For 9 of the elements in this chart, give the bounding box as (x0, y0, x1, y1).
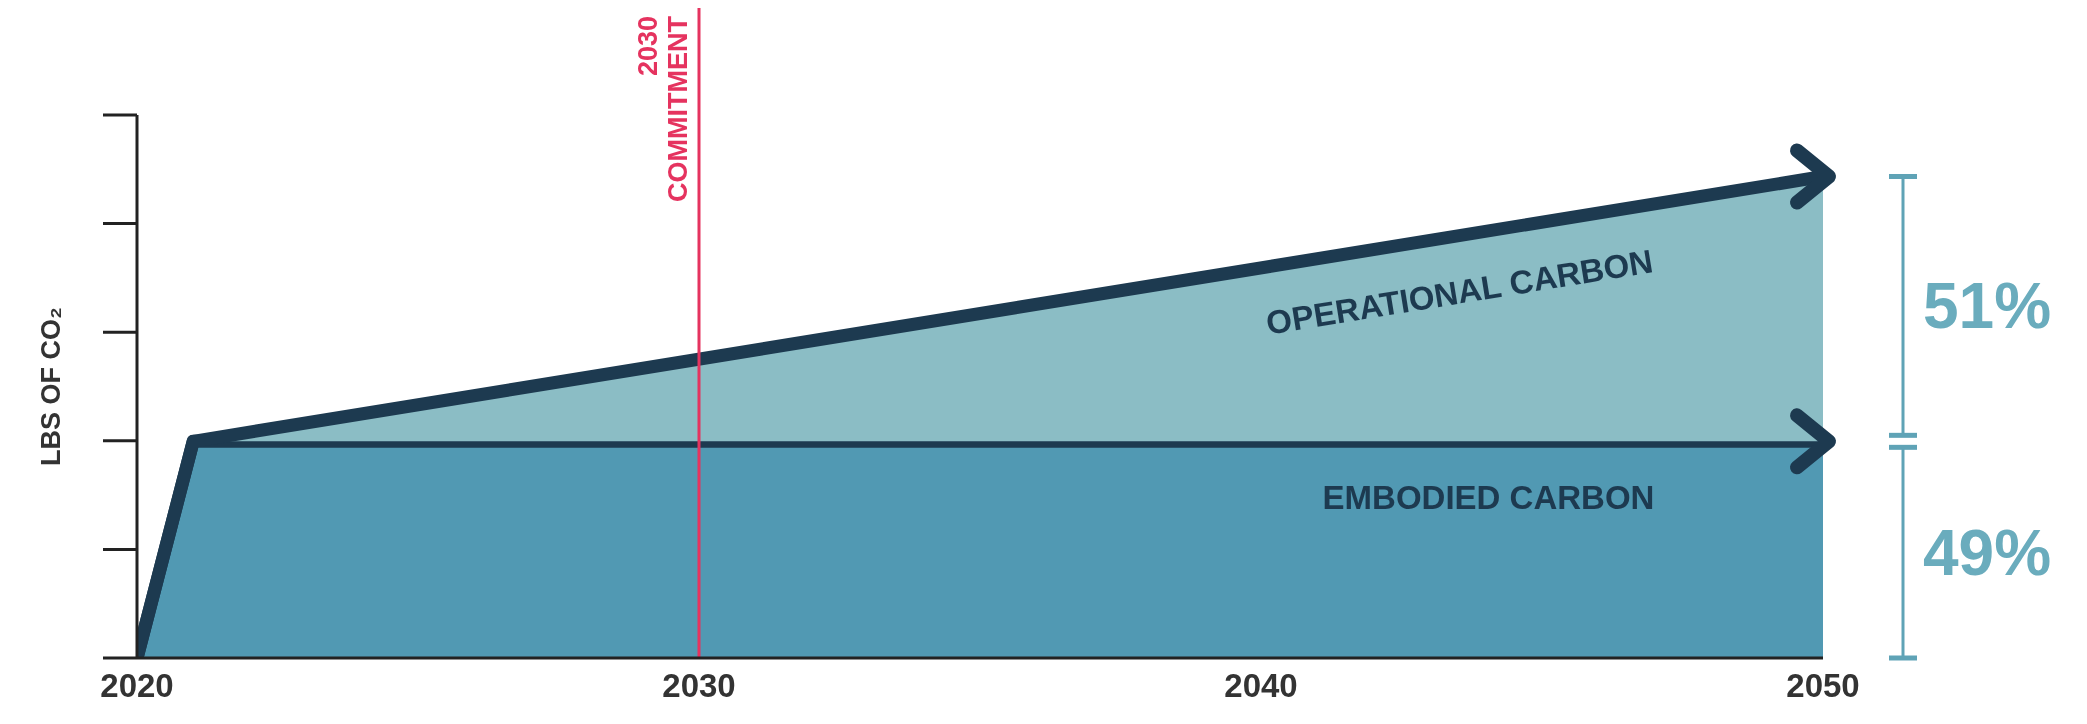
y-axis-title: LBS OF CO₂ (36, 307, 66, 466)
text: 49% (1923, 516, 2052, 589)
x-tick-label: 2020 (100, 667, 174, 705)
x-tick-label: 2050 (1786, 667, 1860, 705)
series-label: EMBODIED CARBON (1322, 479, 1655, 517)
x-tick-label: 2030 (662, 667, 736, 705)
x-tick-label: 2040 (1224, 667, 1298, 705)
ref-line-label: 2030 COMMITMENT (633, 15, 693, 202)
text: 51% (1923, 269, 2052, 342)
